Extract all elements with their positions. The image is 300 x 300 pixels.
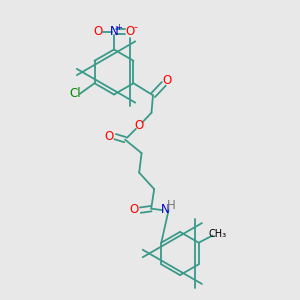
Text: +: + (116, 22, 122, 32)
Text: H: H (167, 199, 176, 212)
Text: CH₃: CH₃ (208, 229, 226, 239)
Text: O: O (126, 25, 135, 38)
Text: N: N (161, 203, 170, 216)
Text: O: O (105, 130, 114, 143)
Text: Cl: Cl (70, 87, 81, 100)
Text: O: O (93, 25, 102, 38)
Text: O: O (130, 203, 139, 216)
Text: N: N (110, 25, 118, 38)
Text: O: O (134, 119, 143, 132)
Text: -: - (134, 22, 138, 32)
Text: O: O (162, 74, 171, 87)
